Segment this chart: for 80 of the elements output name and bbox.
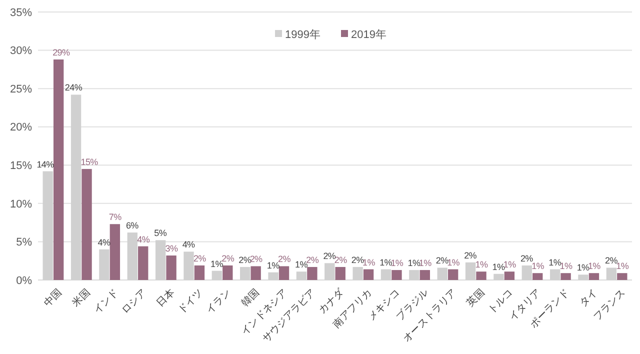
bar: [560, 273, 571, 280]
bar: [194, 265, 205, 280]
data-label: 2%: [238, 254, 252, 265]
y-tick-label: 30%: [10, 45, 32, 58]
data-label: 1%: [447, 257, 460, 268]
data-label: 1%: [492, 262, 505, 272]
data-label: 1%: [475, 260, 488, 270]
bar: [420, 270, 430, 280]
x-tick-label: ドイツ: [176, 287, 206, 316]
data-label: 15%: [80, 156, 98, 167]
bar: [82, 168, 92, 280]
data-label: 5%: [154, 228, 167, 238]
y-tick-label: 35%: [10, 6, 32, 19]
y-tick-label: 20%: [10, 122, 32, 134]
bar: [448, 269, 458, 280]
bar: [166, 255, 176, 280]
bar: [363, 269, 374, 280]
data-label: 1%: [418, 258, 432, 268]
x-tick-label: 日本: [154, 286, 177, 310]
data-label: 29%: [52, 47, 70, 58]
x-tick-label: タイ: [578, 287, 600, 310]
x-tick-label: イラン: [204, 287, 234, 316]
x-tick-label: 米国: [70, 286, 92, 310]
data-label: 2%: [520, 253, 534, 264]
x-tick-label: 中国: [42, 286, 64, 310]
bar: [532, 273, 543, 280]
bar: [250, 266, 261, 280]
data-label: 2%: [306, 254, 319, 265]
data-label: 4%: [137, 234, 150, 244]
y-tick-label: 25%: [10, 83, 32, 96]
bar: [53, 59, 64, 280]
x-tick-label: インド: [92, 287, 121, 316]
data-label: 2%: [351, 254, 364, 265]
legend-label: 2019年: [351, 28, 386, 41]
data-label: 1%: [210, 258, 224, 269]
data-label: 24%: [64, 82, 82, 93]
legend-label: 1999年: [285, 28, 320, 41]
data-label: 2%: [605, 256, 618, 266]
data-label: 2%: [334, 254, 348, 265]
data-label: 2%: [464, 250, 477, 260]
data-label: 4%: [182, 240, 196, 250]
bar: [335, 266, 346, 280]
bar: [617, 273, 628, 280]
data-label: 1%: [576, 262, 590, 273]
data-label: 6%: [126, 220, 139, 231]
data-label: 2%: [250, 254, 263, 264]
data-label: 2%: [222, 253, 234, 264]
data-label: 1%: [560, 261, 572, 272]
data-label: 1%: [266, 260, 280, 270]
bar: [307, 266, 318, 280]
y-tick-label: 15%: [10, 160, 32, 172]
data-label: 1%: [548, 257, 562, 268]
data-label: 1%: [380, 257, 392, 268]
data-label: 2%: [323, 251, 336, 262]
bar: [392, 270, 402, 280]
x-tick-label: 英国: [464, 286, 487, 310]
y-tick-label: 5%: [16, 236, 32, 249]
data-label: 2%: [193, 253, 206, 264]
data-label: 1%: [390, 258, 404, 268]
data-label: 1%: [588, 261, 601, 272]
bar: [588, 273, 600, 280]
y-tick-label: 10%: [10, 198, 32, 210]
bar: [138, 246, 148, 280]
data-label: 2%: [436, 256, 449, 266]
data-label: 1%: [532, 261, 544, 272]
data-label: 7%: [108, 212, 122, 222]
data-label: 1%: [295, 260, 308, 270]
bar: [110, 224, 120, 280]
bar: [504, 272, 515, 280]
y-tick-label: 0%: [16, 274, 32, 287]
x-tick-label: 韓国: [238, 286, 262, 310]
data-label: 1%: [362, 257, 376, 268]
data-label: 1%: [616, 261, 629, 272]
data-label: 1%: [408, 258, 420, 268]
data-label: 2%: [278, 254, 291, 264]
x-tick-label: ロシア: [120, 287, 149, 316]
bar: [476, 272, 486, 280]
bar: [278, 266, 290, 280]
data-label: 3%: [165, 243, 178, 254]
bar: [222, 265, 233, 280]
